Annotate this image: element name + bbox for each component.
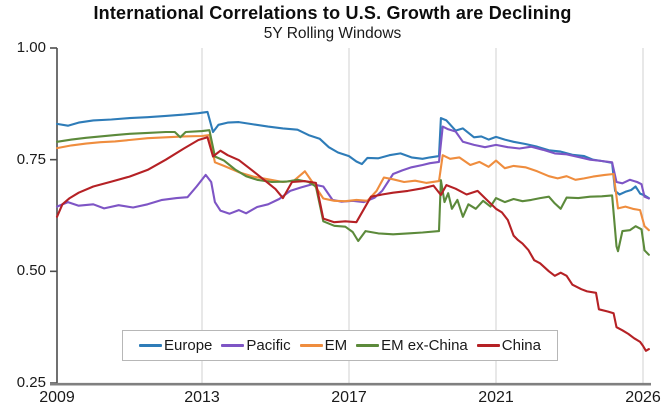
chart-subtitle: 5Y Rolling Windows: [263, 25, 402, 42]
chart-title: International Correlations to U.S. Growt…: [93, 3, 572, 23]
y-axis-label-0.75: 0.75: [16, 150, 46, 168]
legend-label: Europe: [164, 337, 213, 354]
legend-swatch-icon: [299, 344, 323, 347]
x-axis-label-2013: 2013: [184, 389, 220, 406]
legend-item-europe: Europe: [139, 337, 212, 354]
legend-swatch-icon: [221, 344, 245, 347]
y-axis-label-0.25: 0.25: [16, 374, 46, 391]
legend-label: Pacific: [246, 337, 291, 354]
legend-item-pacific: Pacific: [221, 337, 291, 354]
x-axis-label-2021: 2021: [478, 389, 514, 406]
series-line-em: [55, 134, 650, 232]
legend-label: EM: [324, 337, 348, 354]
series-line-china: [55, 136, 650, 352]
legend-swatch-icon: [476, 344, 500, 347]
legend-swatch-icon: [356, 344, 380, 347]
legend-label: China: [501, 337, 541, 354]
y-axis-label-1.00: 1.00: [16, 39, 46, 56]
legend-swatch-icon: [139, 344, 163, 347]
x-axis-label-2026: 2026: [625, 389, 661, 406]
legend-label: EM ex-China: [381, 337, 468, 354]
series-line-em-ex-china: [55, 129, 650, 256]
x-axis-label-2009: 2009: [39, 389, 75, 406]
legend-item-em-ex-china: EM ex-China: [356, 337, 468, 354]
legend: Europe Pacific EM EM ex-China China: [122, 330, 558, 361]
series-line-europe: [55, 110, 650, 200]
legend-item-china: China: [476, 337, 541, 354]
legend-item-em: EM: [299, 337, 348, 354]
x-axis-label-2017: 2017: [331, 389, 367, 406]
y-axis-label-0.50: 0.50: [16, 262, 46, 280]
